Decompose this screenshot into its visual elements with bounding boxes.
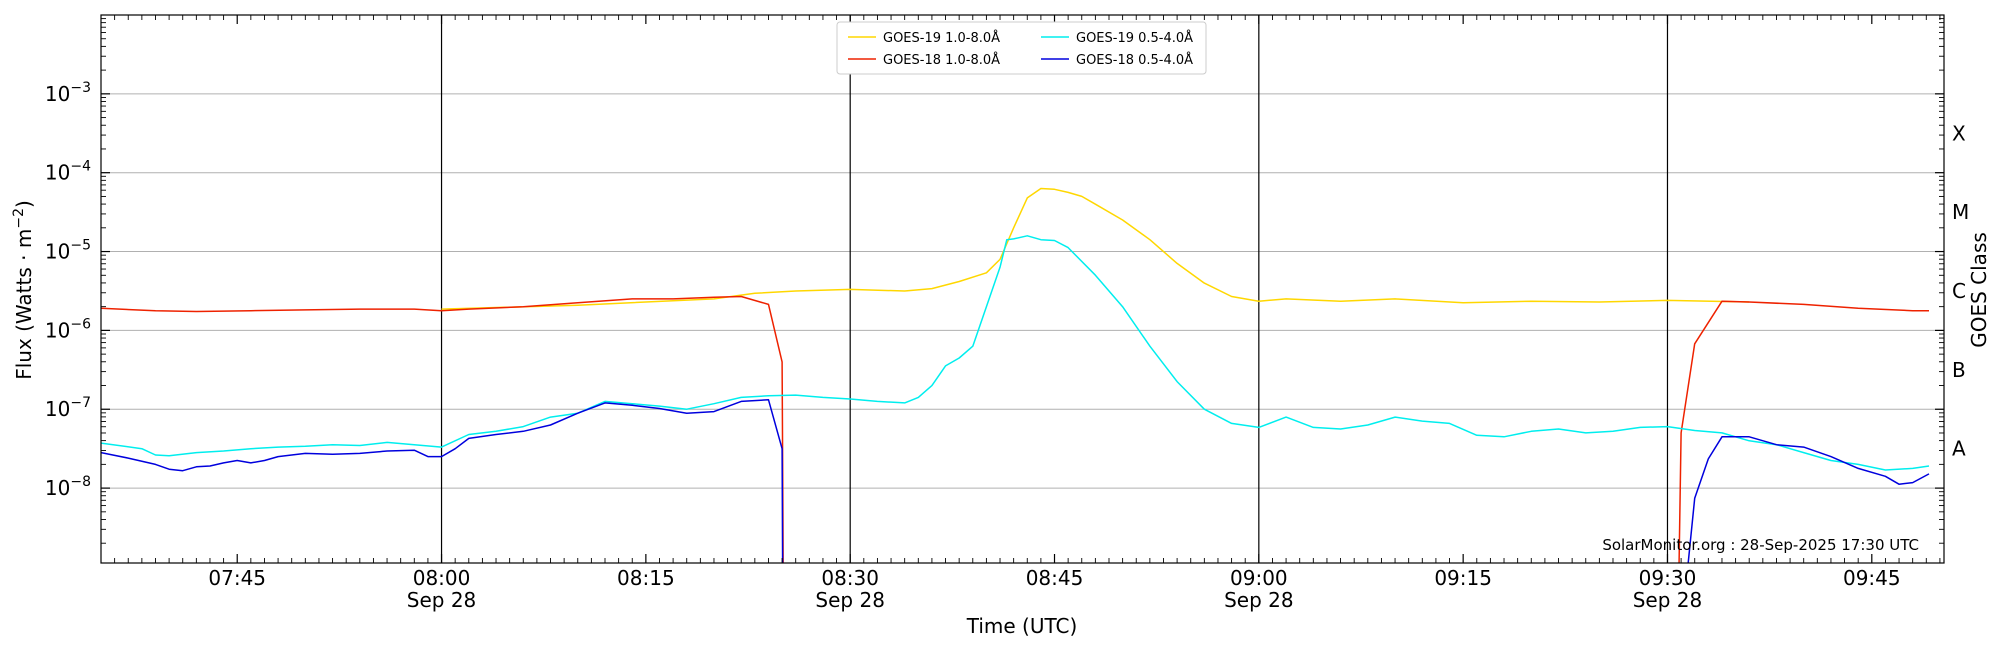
goes-class-axis-title: GOES Class [1967, 232, 1991, 348]
series-lines [101, 187, 1930, 563]
x-tick-time-label: 08:30 [821, 566, 879, 590]
x-tick-time-label: 09:45 [1843, 566, 1901, 590]
legend-label-goes18-short: GOES-18 0.5-4.0Å [1076, 52, 1193, 68]
x-tick-date-label: Sep 28 [1224, 588, 1294, 612]
y-tick-label: 10−8 [45, 474, 91, 500]
x-tick-date-label: Sep 28 [1633, 588, 1703, 612]
y-tick-label: 10−6 [45, 316, 91, 342]
series-line-2 [101, 235, 1930, 471]
y-tick-label: 10−7 [45, 395, 91, 421]
y-axis-title: Flux (Watts · m−2) [11, 200, 36, 380]
legend-box [836, 21, 1207, 75]
x-tick-time-label: 09:15 [1434, 566, 1492, 590]
x-tick-time-label: 07:45 [208, 566, 266, 590]
credit-text: SolarMonitor.org : 28-Sep-2025 17:30 UTC [1602, 536, 1919, 554]
y-tick-label: 10−5 [45, 238, 91, 264]
x-tick-time-label: 08:15 [617, 566, 675, 590]
goes-class-label: X [1952, 121, 1966, 145]
x-tick-time-label: 09:00 [1230, 566, 1288, 590]
goes-class-label: A [1952, 437, 1966, 461]
x-tick-time-label: 09:30 [1639, 566, 1697, 590]
series-line-3 [101, 399, 1930, 563]
x-axis-title: Time (UTC) [966, 614, 1078, 638]
x-tick-date-label: Sep 28 [815, 588, 885, 612]
legend-label-goes19-short: GOES-19 0.5-4.0Å [1076, 30, 1193, 46]
goes-class-label: C [1952, 279, 1966, 303]
x-tick-time-label: 08:45 [1026, 566, 1084, 590]
goes-class-label: B [1952, 358, 1966, 382]
y-tick-labels: 10−8 10−7 10−6 10−5 10−4 10−3 [45, 80, 91, 500]
goes-class-label: M [1952, 200, 1969, 224]
horizontal-grid [101, 93, 1944, 489]
day-vertical-lines [440, 15, 1669, 563]
y-tick-label: 10−3 [45, 80, 91, 106]
x-tick-time-label: 08:00 [413, 566, 471, 590]
legend: GOES-19 1.0-8.0Å GOES-18 1.0-8.0Å GOES-1… [836, 21, 1207, 75]
legend-label-goes19-long: GOES-19 1.0-8.0Å [883, 30, 1000, 46]
series-line-1 [101, 295, 1929, 563]
x-tick-date-label: Sep 28 [407, 588, 477, 612]
legend-label-goes18-long: GOES-18 1.0-8.0Å [883, 52, 1000, 68]
plot-frame [100, 14, 1945, 564]
axis-ticks [100, 15, 1944, 563]
series-line-0 [441, 187, 1750, 310]
y-tick-label: 10−4 [45, 159, 91, 185]
goes-class-labels: A B C M X [1952, 121, 1969, 460]
